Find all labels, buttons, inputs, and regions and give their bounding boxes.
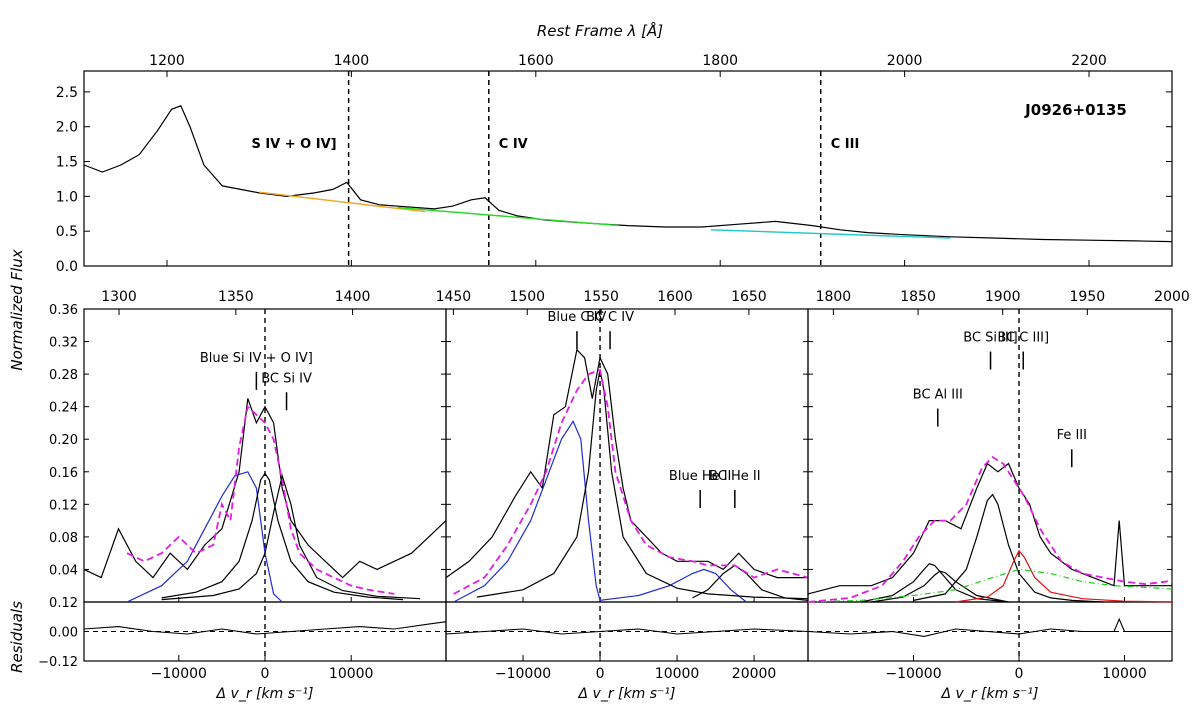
residual-y-tick-label: 0.12 — [49, 596, 78, 611]
line-annotation-label: BC Si IV — [261, 371, 312, 386]
panel-c4: 1450 1500 1550 1600 1650 −10000 0 10000 20000 Δ v… — [436, 289, 809, 702]
y-tick-label: 1.0 — [56, 189, 78, 205]
x-tick-label: −10000 — [151, 666, 207, 682]
top-x-tick-label: 1300 — [101, 289, 137, 305]
line-annotation-label: Blue C IV — [548, 310, 607, 325]
emission-line-label: C IV — [499, 137, 528, 152]
series-continuum-C-IV — [397, 206, 619, 227]
top-x-tick-label: 1450 — [436, 289, 472, 305]
series-total-fit — [126, 404, 395, 595]
residual-y-tick-label: 0.00 — [49, 626, 78, 641]
series-BC-Si-III- — [913, 493, 1104, 603]
series-total-fit — [807, 455, 1173, 603]
line-annotation-label: BC C III] — [997, 331, 1049, 346]
x-tick-label: 0 — [596, 666, 605, 682]
line-annotation-label: Blue Si IV + O IV] — [200, 351, 313, 366]
residual-series — [83, 621, 447, 635]
y-tick-label: 0.20 — [49, 433, 78, 448]
line-annotation-label: Fe III — [1057, 428, 1087, 443]
top-x-tick-label: 1850 — [900, 289, 936, 305]
top-x-tick-label: 1800 — [816, 289, 852, 305]
x-axis-label: Δ v_r [km s⁻¹] — [578, 686, 676, 702]
panel-frame — [445, 308, 809, 603]
series-blue-component — [453, 420, 747, 603]
line-annotation-label: BC C IV — [586, 310, 634, 325]
series-observed — [445, 348, 808, 579]
y-tick-label: 0.28 — [49, 368, 78, 383]
x-tick-label: 1400 — [334, 53, 370, 69]
y-tick-label: 0.04 — [49, 563, 78, 578]
y-tick-label: 0.16 — [49, 466, 78, 481]
top-x-tick-label: 1500 — [509, 289, 545, 305]
x-tick-label: 1600 — [518, 53, 554, 69]
x-tick-label: 10000 — [655, 666, 700, 682]
top-x-axis-label: Rest Frame λ [Å] — [537, 21, 663, 40]
series-BC-component — [476, 369, 809, 600]
top-x-tick-label: 1350 — [218, 289, 254, 305]
top-x-tick-label: 1650 — [731, 289, 767, 305]
top-x-tick-label: 1900 — [985, 289, 1021, 305]
residual-y-tick-label: −0.12 — [38, 655, 78, 670]
residual-series — [445, 628, 809, 635]
x-tick-label: 20000 — [732, 666, 777, 682]
series-observed — [83, 398, 447, 579]
series-BC-Al-III-1 — [860, 563, 1009, 603]
line-annotation-label: BC He II — [709, 469, 760, 484]
x-tick-label: 1800 — [702, 53, 738, 69]
top-x-tick-label: 1400 — [335, 289, 371, 305]
emission-line-label: S IV + O IV] — [251, 137, 336, 152]
top-spectrum-panel: 1200 1400 1600 1800 2000 2200 0.0 0.5 1.0 1.5 2.0 2… — [56, 53, 1173, 275]
y-tick-label: 0.5 — [56, 224, 78, 240]
y-tick-label: 0.0 — [56, 259, 78, 275]
y-tick-label: 1.5 — [56, 155, 78, 171]
line-annotation-label: BC Si III] — [963, 331, 1017, 346]
y-tick-label: 2.5 — [56, 85, 78, 101]
y-tick-label: 0.08 — [49, 531, 78, 546]
x-tick-label: 0 — [1015, 666, 1024, 682]
series-continuum-C-III — [710, 229, 951, 239]
residuals-axis-label: Residuals — [8, 601, 26, 673]
y-axis-label: Normalized Flux — [8, 249, 26, 370]
residual-series — [807, 617, 1172, 637]
y-tick-label: 2.0 — [56, 120, 78, 136]
x-tick-label: 10000 — [329, 666, 374, 682]
series-Fe-III — [807, 568, 1173, 603]
x-axis-label: Δ v_r [km s⁻¹] — [941, 686, 1039, 702]
panel-c3: 1800 1850 1900 1950 2000 −10000 0 10000 Δ v_r [k… — [807, 289, 1190, 702]
object-name: J0926+0135 — [1024, 101, 1127, 119]
top-x-tick-label: 2000 — [1154, 289, 1190, 305]
x-tick-label: −10000 — [495, 666, 551, 682]
x-tick-label: −10000 — [885, 666, 941, 682]
x-tick-label: 0 — [261, 666, 270, 682]
series-BC-He-II — [692, 564, 809, 601]
x-tick-label: 2000 — [887, 53, 923, 69]
top-x-tick-label: 1950 — [1070, 289, 1106, 305]
line-annotation-label: Blue He II — [669, 469, 731, 484]
top-x-tick-label: 1550 — [583, 289, 619, 305]
series-BC-C-III- — [955, 549, 1173, 603]
x-axis-label: Δ v_r [km s⁻¹] — [216, 686, 314, 702]
y-tick-label: 0.36 — [49, 303, 78, 318]
x-tick-label: 2200 — [1071, 53, 1107, 69]
series-observed — [807, 462, 1172, 595]
top-plot-frame — [83, 70, 1173, 267]
series-continuum-S-IV — [259, 191, 426, 213]
y-tick-label: 0.24 — [49, 401, 78, 416]
x-tick-label: 1200 — [149, 53, 185, 69]
series-BC-component-2 — [161, 473, 421, 601]
series-blue-component — [126, 471, 283, 603]
series-BC-Al-III-2 — [871, 570, 1009, 603]
series-spectrum — [83, 105, 1173, 243]
series-total-fit — [453, 368, 809, 595]
line-annotation-label: BC Al III — [913, 388, 963, 403]
emission-line-label: C III — [831, 137, 860, 152]
x-tick-label: 10000 — [1102, 666, 1147, 682]
y-tick-label: 0.12 — [49, 498, 78, 513]
panel-si4: 1300 1350 1400 −10000 0 10000 Δ v_r [km s⁻¹] 0.… — [38, 289, 447, 702]
y-tick-label: 0.32 — [49, 336, 78, 351]
top-x-tick-label: 1600 — [657, 289, 693, 305]
series-BC-component — [161, 472, 403, 601]
